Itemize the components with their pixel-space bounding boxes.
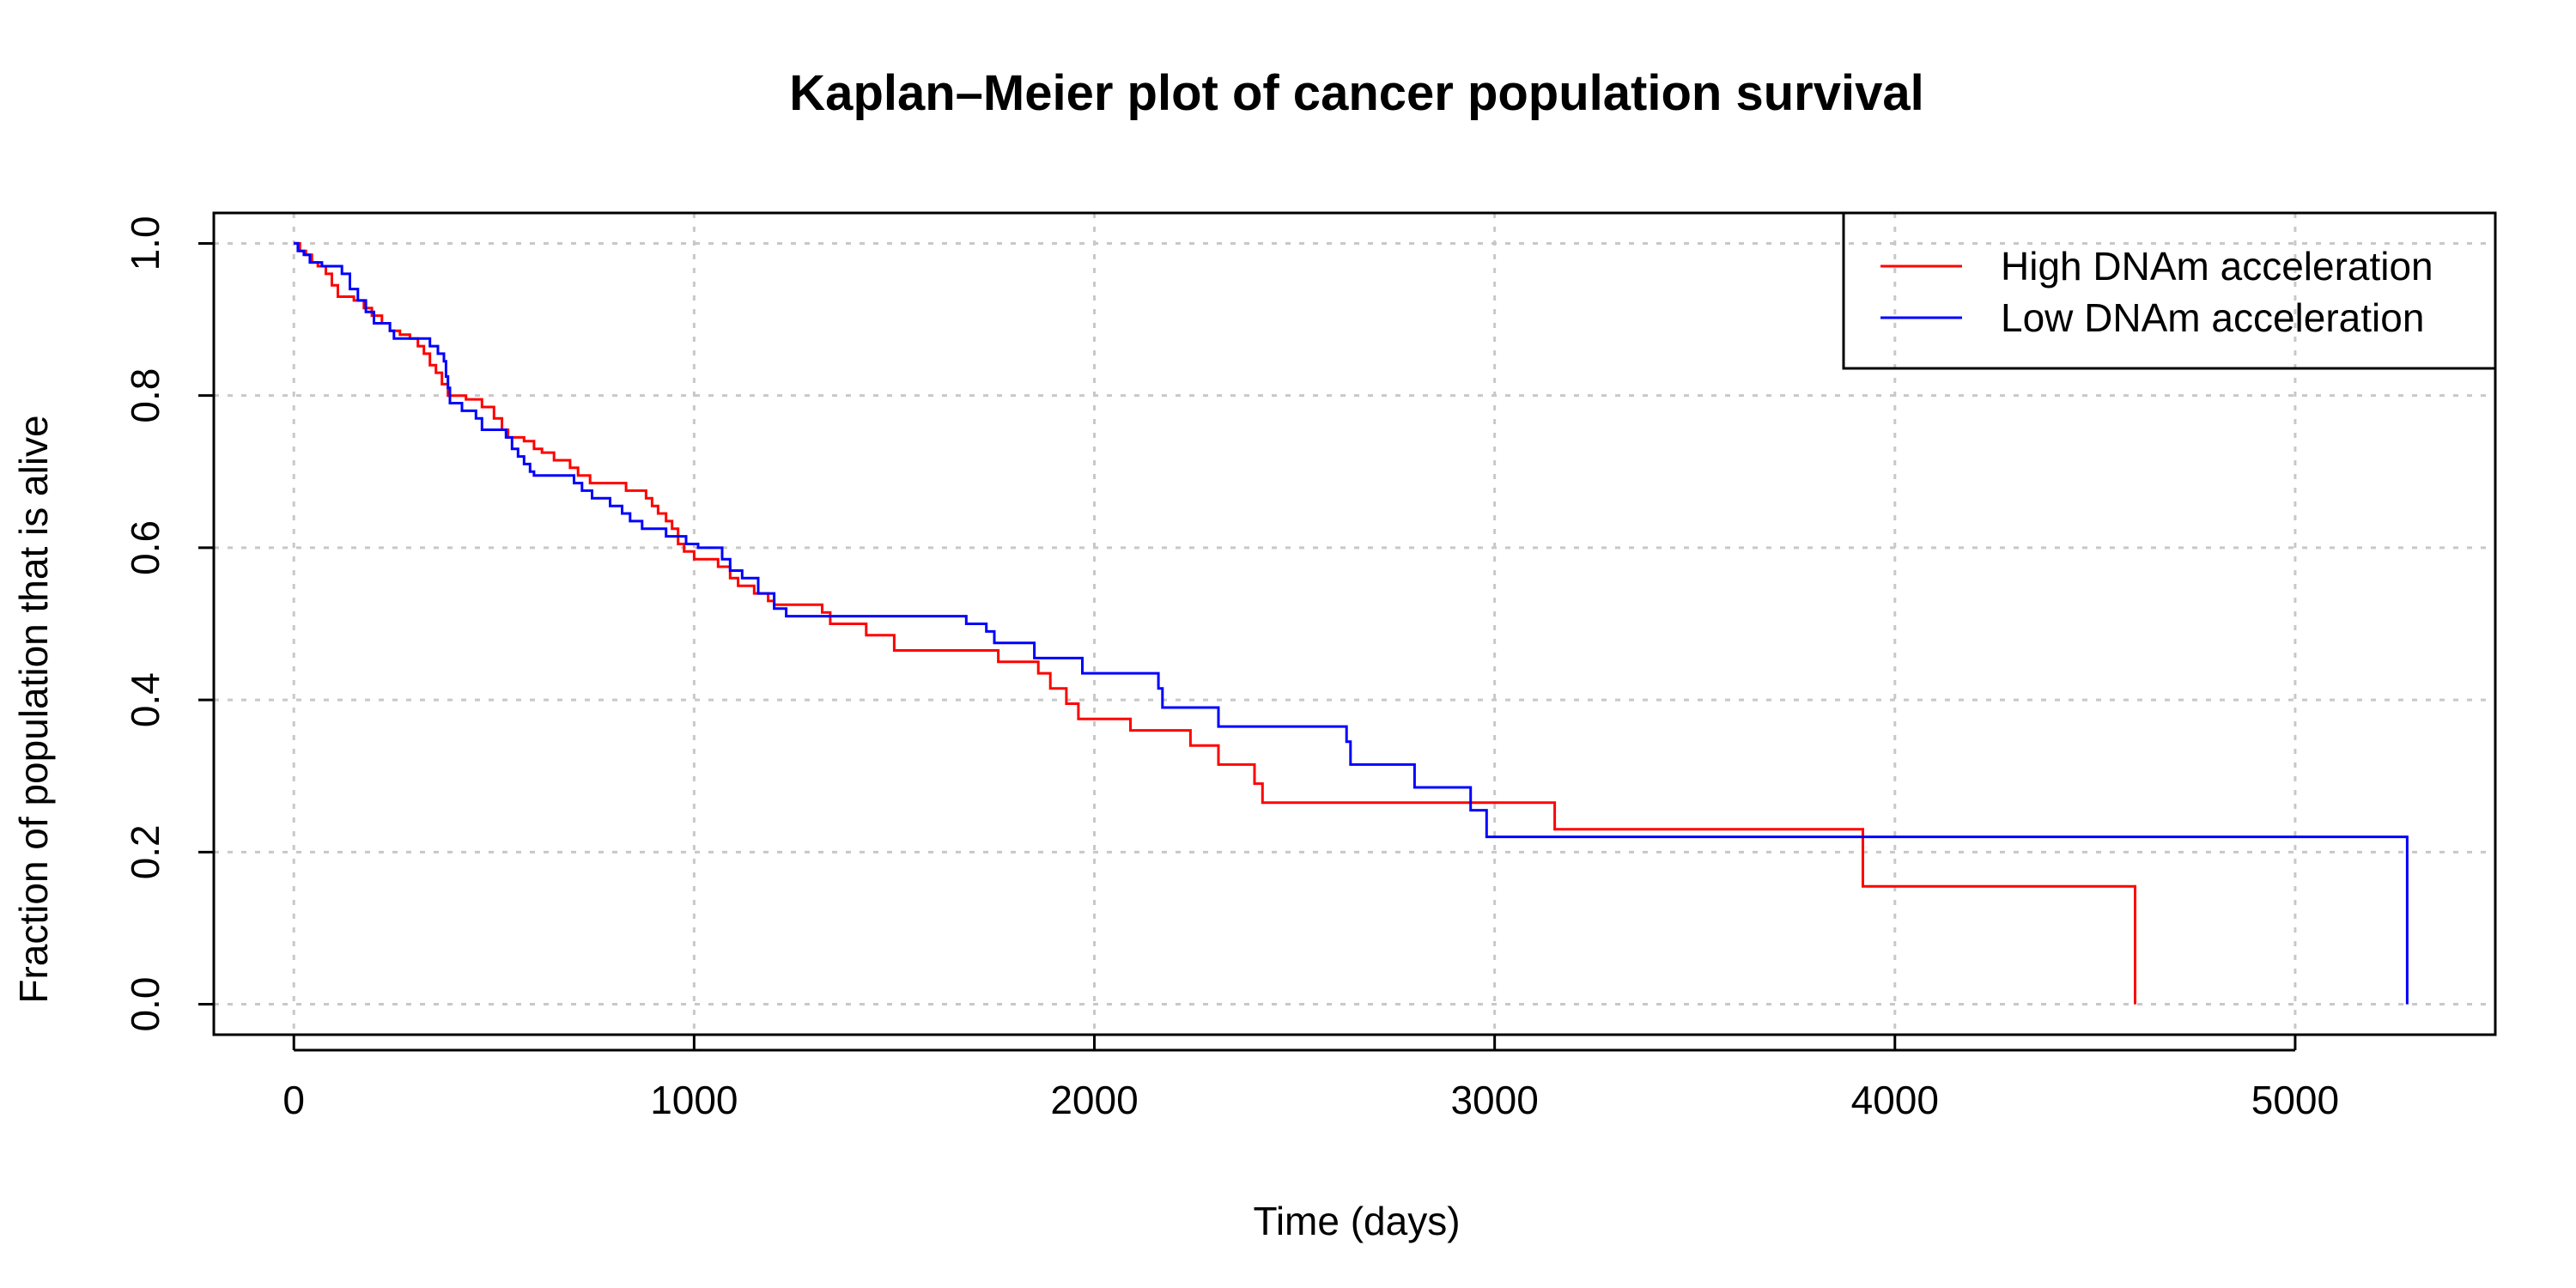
y-tick-label: 0.2 [123, 824, 167, 879]
x-tick-label: 1000 [650, 1078, 738, 1122]
x-tick-label: 0 [283, 1078, 305, 1122]
y-tick-label: 0.8 [123, 368, 167, 423]
legend-label-low: Low DNAm acceleration [2001, 295, 2424, 340]
chart-title: Kaplan–Meier plot of cancer population s… [789, 65, 1923, 121]
x-axis-label: Time (days) [1253, 1199, 1460, 1243]
x-axis: 0 1000 2000 3000 4000 5000 [283, 1035, 2339, 1122]
y-tick-label: 0.0 [123, 977, 167, 1032]
series-line-high [294, 241, 2136, 1005]
grid [214, 213, 2495, 1035]
x-tick-label: 2000 [1050, 1078, 1138, 1122]
legend: High DNAm acceleration Low DNAm accelera… [1842, 211, 2497, 370]
y-axis-label: Fraction of population that is alive [11, 415, 56, 1003]
x-tick-label: 5000 [2251, 1078, 2339, 1122]
x-tick-label: 3000 [1450, 1078, 1538, 1122]
series-line-low [294, 241, 2409, 1005]
y-tick-label: 1.0 [123, 216, 167, 270]
y-axis: 0.0 0.2 0.4 0.6 0.8 1.0 [123, 216, 214, 1032]
legend-box [1842, 211, 2497, 370]
plot-frame [212, 211, 2497, 1036]
y-tick-label: 0.6 [123, 520, 167, 575]
legend-label-high: High DNAm acceleration [2001, 244, 2433, 289]
series-lines [294, 241, 2409, 1005]
y-tick-label: 0.4 [123, 672, 167, 727]
x-tick-label: 4000 [1851, 1078, 1939, 1122]
